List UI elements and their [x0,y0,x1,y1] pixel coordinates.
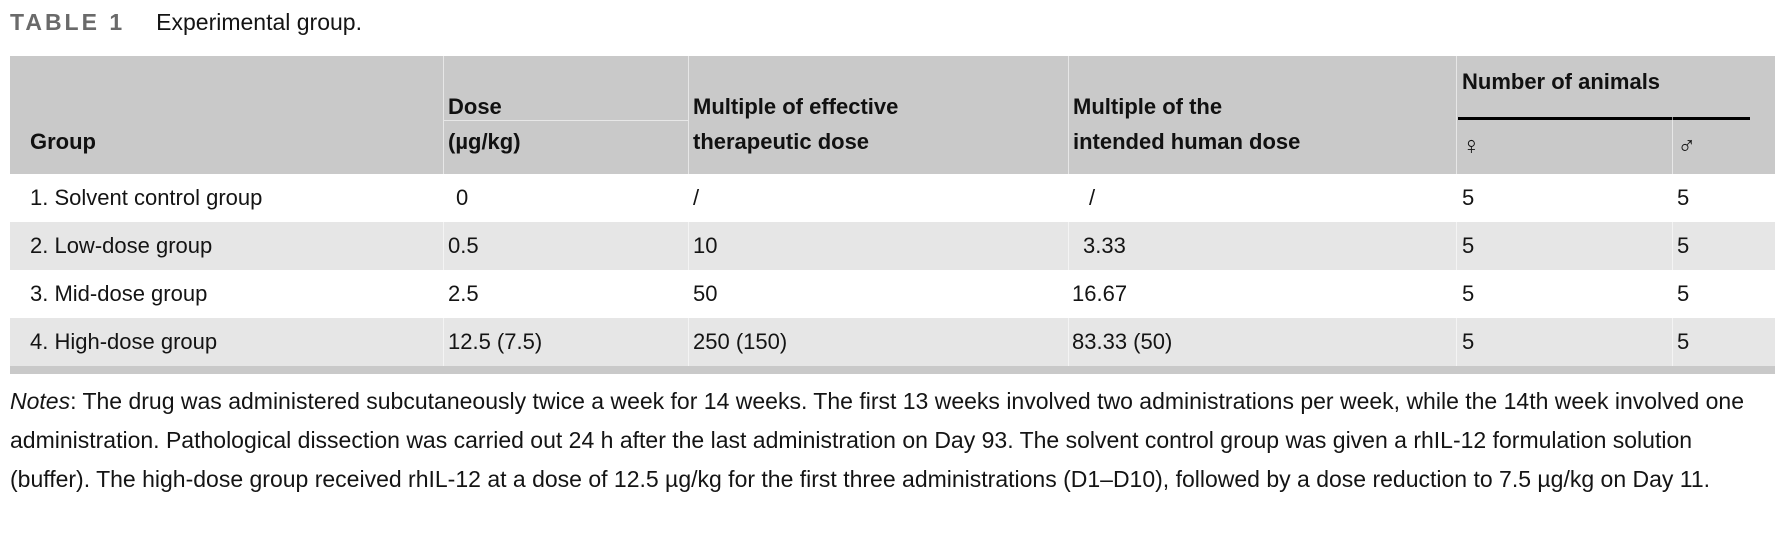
table-row: 4. High-dose group 12.5 (7.5) 250 (150) … [10,318,1775,366]
header-multiple-effective: Multiple of effective therapeutic dose [688,56,1068,174]
table-caption: Experimental group. [156,9,362,35]
table-header-row: Group Dose (µg/kg) Multiple of effective… [10,56,1775,174]
table-row: 1. Solvent control group 0 / / 5 5 [10,174,1775,222]
cell-female-count: 5 [1456,318,1672,366]
male-icon: ♂ [1677,132,1697,160]
cell-male-count: 5 [1672,318,1775,366]
cell-multiple-effective: 50 [688,270,1068,318]
notes-text: : The drug was administered subcutaneous… [10,388,1745,492]
cell-multiple-intended: / [1068,174,1456,222]
cell-male-count: 5 [1672,270,1775,318]
cell-dose: 2.5 [443,270,688,318]
cell-multiple-effective: 250 (150) [688,318,1068,366]
header-multiple-effective-line1: Multiple of effective [693,94,899,119]
header-female: ♀ [1457,117,1672,174]
header-multiple-intended-line2: intended human dose [1073,129,1301,154]
header-dose-line1: Dose [448,94,502,119]
cell-group: 4. High-dose group [30,329,218,354]
cell-group: 2. Low-dose group [30,233,213,258]
cell-group: 3. Mid-dose group [30,281,208,306]
header-dose: Dose (µg/kg) [443,56,688,174]
female-icon: ♀ [1462,132,1481,160]
table-notes: Notes: The drug was administered subcuta… [10,382,1768,499]
header-male: ♂ [1672,117,1775,174]
cell-dose: 0 [443,174,688,222]
notes-label: Notes [10,388,71,414]
header-cell-divider [444,120,688,121]
header-group-label: Group [30,129,96,154]
table-number-label: TABLE 1 [10,9,126,35]
cell-multiple-effective: / [688,174,1068,222]
header-dose-line2: (µg/kg) [448,129,521,154]
cell-female-count: 5 [1456,270,1672,318]
header-group: Group [10,56,443,174]
header-multiple-intended-line1: Multiple of the [1073,94,1223,119]
cell-multiple-effective: 10 [688,222,1068,270]
header-number-of-animals-label: Number of animals [1462,69,1661,94]
cell-dose: 0.5 [443,222,688,270]
cell-dose: 12.5 (7.5) [443,318,688,366]
header-sex-subrow: ♀ ♂ [1457,117,1775,174]
table-bottom-border [10,366,1775,374]
header-number-of-animals: Number of animals ♀ ♂ [1456,56,1775,174]
header-animals-underline [1458,117,1750,120]
experimental-group-table: Group Dose (µg/kg) Multiple of effective… [10,56,1775,374]
cell-multiple-intended: 83.33 (50) [1068,318,1456,366]
table-title: TABLE 1 Experimental group. [0,0,1780,36]
table-row: 3. Mid-dose group 2.5 50 16.67 5 5 [10,270,1775,318]
cell-male-count: 5 [1672,174,1775,222]
cell-group: 1. Solvent control group [30,185,263,210]
cell-male-count: 5 [1672,222,1775,270]
header-multiple-intended: Multiple of the intended human dose [1068,56,1456,174]
cell-female-count: 5 [1456,222,1672,270]
cell-multiple-intended: 16.67 [1068,270,1456,318]
table-row: 2. Low-dose group 0.5 10 3.33 5 5 [10,222,1775,270]
cell-multiple-intended: 3.33 [1068,222,1456,270]
cell-female-count: 5 [1456,174,1672,222]
header-multiple-effective-line2: therapeutic dose [693,129,870,154]
